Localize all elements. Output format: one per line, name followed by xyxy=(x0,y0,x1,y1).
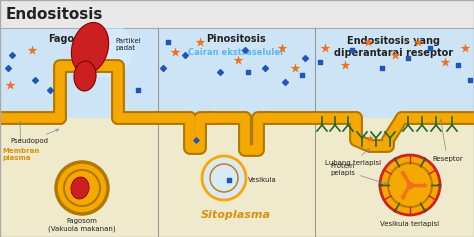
Circle shape xyxy=(64,170,100,206)
Point xyxy=(420,183,428,187)
Point xyxy=(216,70,224,74)
Point xyxy=(8,53,16,57)
Point xyxy=(234,58,242,62)
Point xyxy=(426,46,434,50)
Point xyxy=(196,40,204,44)
Point xyxy=(298,73,306,77)
Circle shape xyxy=(380,155,440,215)
Point xyxy=(321,46,329,50)
Text: Pinositosis: Pinositosis xyxy=(206,34,266,44)
Point xyxy=(164,40,172,44)
Point xyxy=(364,40,372,44)
Text: Partikel
padat: Partikel padat xyxy=(115,38,141,51)
Point xyxy=(348,48,356,52)
Point xyxy=(28,48,36,52)
Ellipse shape xyxy=(83,23,133,77)
Point xyxy=(261,66,269,70)
Point xyxy=(159,66,167,70)
Circle shape xyxy=(388,163,432,207)
Text: Membran
plasma: Membran plasma xyxy=(2,122,39,161)
Point xyxy=(406,183,414,187)
Circle shape xyxy=(56,162,108,214)
Point xyxy=(225,178,233,182)
Point xyxy=(454,63,462,67)
Bar xyxy=(0,118,474,237)
Point xyxy=(378,66,386,70)
Point xyxy=(278,46,286,50)
Point xyxy=(466,78,474,82)
Ellipse shape xyxy=(71,177,89,199)
Text: Reseptor: Reseptor xyxy=(432,119,463,162)
Point xyxy=(316,60,324,64)
Text: Cairan ekstraseluler: Cairan ekstraseluler xyxy=(188,48,284,57)
Point xyxy=(281,80,289,84)
Point xyxy=(301,56,309,60)
Text: Vesikula terlapisi: Vesikula terlapisi xyxy=(381,221,439,227)
Point xyxy=(6,83,14,87)
Point xyxy=(441,60,449,64)
Point xyxy=(171,50,179,54)
Ellipse shape xyxy=(72,23,109,73)
Point xyxy=(414,40,422,44)
Point xyxy=(399,195,407,199)
Point xyxy=(192,138,200,142)
Text: Protein
pelapis: Protein pelapis xyxy=(330,164,387,184)
Circle shape xyxy=(210,164,238,192)
Text: Lubang terlapisi: Lubang terlapisi xyxy=(325,148,381,166)
Bar xyxy=(0,0,474,28)
Text: Sitoplasma: Sitoplasma xyxy=(201,210,271,220)
Circle shape xyxy=(202,156,246,200)
Point xyxy=(4,66,12,70)
Text: Fagositosis: Fagositosis xyxy=(48,34,110,44)
Bar xyxy=(0,28,474,118)
Text: Endositosis: Endositosis xyxy=(6,6,103,22)
Point xyxy=(244,70,252,74)
Point xyxy=(241,48,249,52)
Point xyxy=(134,88,142,92)
Point xyxy=(366,136,374,140)
Text: Pseudopod: Pseudopod xyxy=(10,129,59,144)
Text: Endositosis yang
diperantarai reseptor: Endositosis yang diperantarai reseptor xyxy=(335,36,454,58)
Point xyxy=(31,78,39,82)
Ellipse shape xyxy=(74,61,96,91)
Point xyxy=(461,46,469,50)
Point xyxy=(181,53,189,57)
Point xyxy=(404,56,412,60)
Text: Vesikula: Vesikula xyxy=(248,177,277,183)
Point xyxy=(341,63,349,67)
Point xyxy=(46,88,54,92)
Point xyxy=(291,66,299,70)
Text: Fagosom
(Vakuola makanan): Fagosom (Vakuola makanan) xyxy=(48,218,116,232)
Point xyxy=(391,53,399,57)
Point xyxy=(399,171,407,175)
